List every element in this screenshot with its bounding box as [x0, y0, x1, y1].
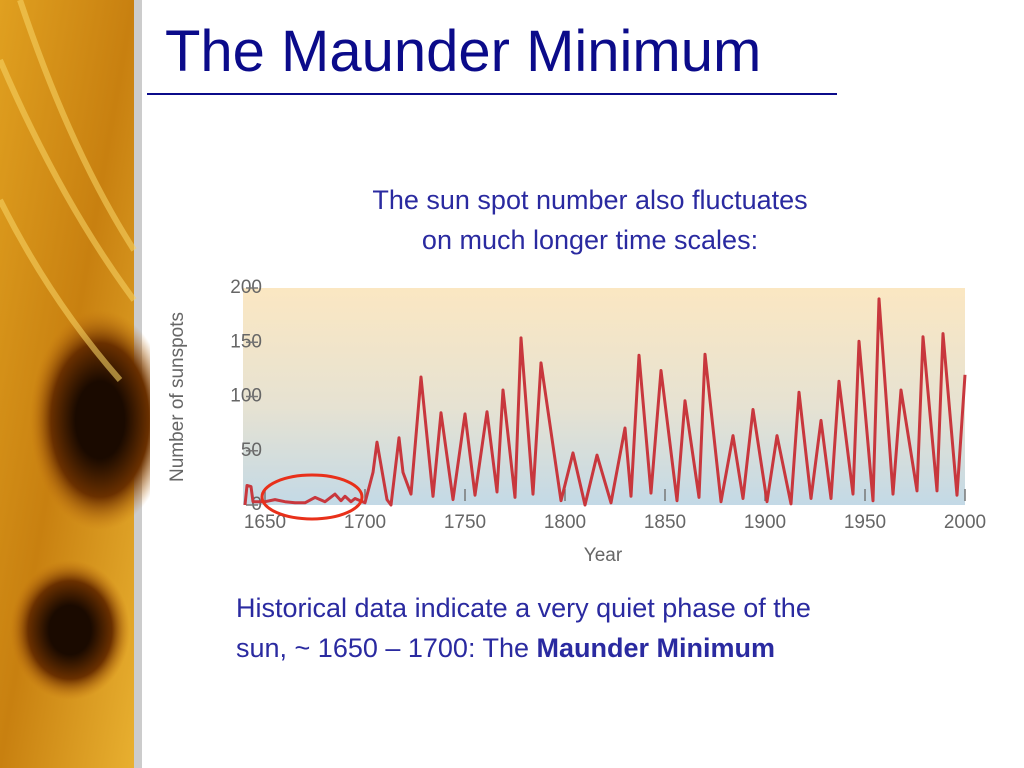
plot-area — [243, 288, 965, 505]
x-tick-label: 2000 — [944, 512, 986, 533]
caption-line: sun, ~ 1650 – 1700: The Maunder Minimum — [236, 628, 811, 668]
caption-emphasis: Maunder Minimum — [536, 633, 776, 663]
x-tick-label: 1750 — [444, 512, 486, 533]
x-tick-label: 1700 — [344, 512, 386, 533]
y-axis-label: Number of sunspots — [167, 312, 188, 482]
x-tick-label: 1950 — [844, 512, 886, 533]
caption-line: Historical data indicate a very quiet ph… — [236, 593, 811, 623]
x-tick-label: 1800 — [544, 512, 586, 533]
intro-line: The sun spot number also fluctuates — [372, 185, 808, 215]
slide-title: The Maunder Minimum — [165, 19, 762, 84]
x-axis-label: Year — [584, 545, 623, 566]
x-tick-label: 1650 — [244, 512, 286, 533]
highlight-ellipse — [260, 473, 364, 521]
caption-text: sun, ~ 1650 – 1700: The — [236, 633, 537, 663]
caption: Historical data indicate a very quiet ph… — [236, 588, 811, 668]
sun-image — [0, 0, 150, 768]
title-rule — [147, 93, 837, 95]
intro-line: on much longer time scales: — [421, 225, 759, 255]
sunspot-line — [243, 297, 967, 507]
intro-text: The sun spot number also fluctuates on m… — [300, 180, 880, 260]
x-tick-label: 1850 — [644, 512, 686, 533]
x-tick-label: 1900 — [744, 512, 786, 533]
